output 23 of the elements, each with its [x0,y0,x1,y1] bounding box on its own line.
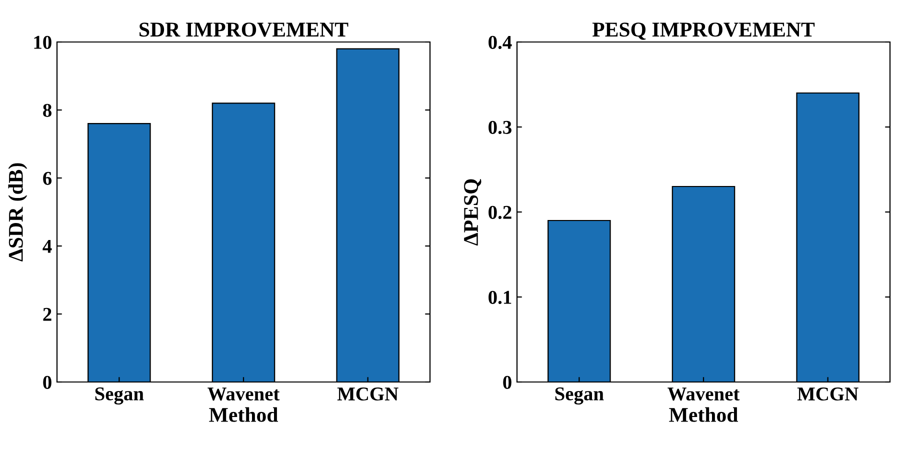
y-tick-label: 0 [503,376,512,389]
y-tick-label: 6 [43,172,52,185]
x-tick-label: Wavenet [208,388,280,401]
y-axis-title: ΔSDR (dB) [8,163,28,262]
y-axis-title: ΔPESQ [464,179,482,246]
y-tick-label: 0 [43,376,52,389]
x-tick-label: Segan [555,387,604,404]
chart-title: SDR IMPROVEMENT [140,22,348,37]
y-tick-label: 0.2 [488,206,512,220]
y-tick-label: 0.3 [488,120,512,134]
y-tick-label: 0.4 [488,36,512,50]
x-tick-label: MCGN [337,387,398,401]
x-tick-label: Segan [95,387,144,404]
y-tick-label: 8 [43,104,52,117]
chart-title: PESQ IMPROVEMENT [592,22,815,40]
x-tick-label: Wavenet [668,388,740,401]
y-tick-label: 0.1 [488,290,512,304]
y-tick-label: 10 [34,36,52,49]
y-tick-label: 4 [42,240,52,253]
x-axis-title: Method [209,407,278,422]
x-axis-title: Method [669,407,738,422]
x-tick-label: MCGN [797,387,858,401]
y-tick-label: 2 [43,308,52,321]
